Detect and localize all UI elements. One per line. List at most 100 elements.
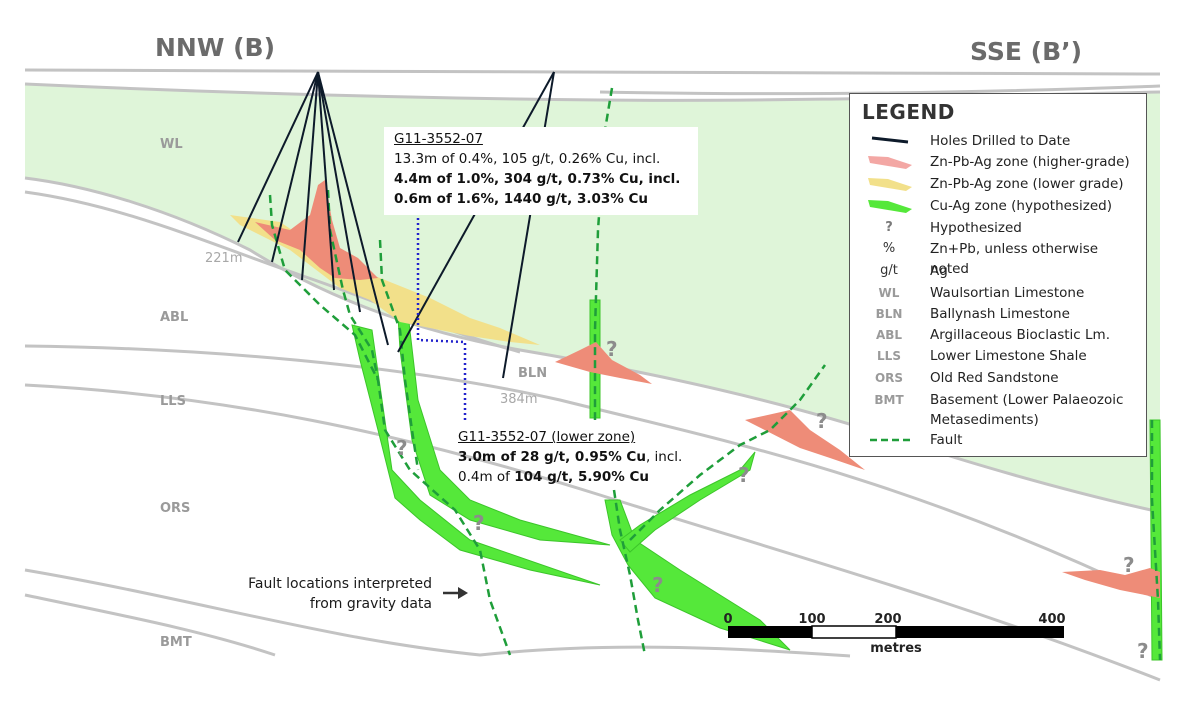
drill-hole (317, 71, 335, 291)
legend-label: Hypothesized (930, 220, 1022, 236)
scale-tick-label: 0 (723, 612, 732, 627)
legend-item-fault: Fault (850, 430, 1146, 450)
legend-item-holes: Holes Drilled to Date (850, 131, 1146, 151)
legend-label: Zn-Pb-Ag zone (higher-grade) (930, 154, 1130, 170)
drill-hole (237, 71, 319, 243)
arrow-right-icon (443, 587, 468, 599)
question-mark-icon: ? (816, 409, 828, 433)
legend-item-ors: ORS Old Red Sandstone (850, 368, 1146, 388)
fault-note-line-2: from gravity data (310, 596, 432, 612)
contact-bmt-base (24, 593, 276, 657)
contact-wl-abl (24, 176, 1161, 514)
fault-line (629, 364, 827, 541)
legend-item-zn-low: Zn-Pb-Ag zone (lower grade) (850, 174, 1146, 194)
callout-line-bold: 0.6m of 1.6%, 1440 g/t, 3.03% Cu (394, 191, 649, 207)
cu-ag-zone (619, 451, 756, 553)
question-mark-icon: ? (473, 511, 485, 535)
legend-item-hypothesized: ? Hypothesized (850, 218, 1146, 238)
legend-symbol: % (882, 241, 896, 256)
cu-ag-zone (1149, 419, 1163, 661)
contact-bln-lls (24, 344, 1161, 602)
legend-item-percent: % Zn+Pb, unless otherwise noted (850, 239, 1146, 277)
zn-pb-ag-zone (255, 180, 378, 280)
drill-hole (502, 71, 555, 379)
cu-ag-zones (351, 299, 1163, 661)
unit-label-lls: LLS (160, 394, 186, 409)
contact-lls-ors (24, 383, 1161, 682)
question-mark-icon: ? (1123, 553, 1135, 577)
legend-symbol: ORS (874, 371, 904, 385)
fault-line (378, 239, 420, 471)
cu-ag-zone (604, 499, 791, 651)
lower-intercept-callout: G11-3552-07 (lower zone) 3.0m of 28 g/t,… (452, 425, 702, 489)
green-zone-swatch-icon (868, 200, 912, 213)
legend-item-zn-high: Zn-Pb-Ag zone (higher-grade) (850, 152, 1146, 172)
fault-note-line-1: Fault locations interpreted (248, 576, 432, 592)
legend-item-wl: WL Waulsortian Limestone (850, 283, 1146, 303)
legend-label: Holes Drilled to Date (930, 133, 1071, 149)
legend-label: Basement (Lower Palaeozoic Metasediments… (930, 392, 1124, 428)
legend-symbol: WL (878, 286, 900, 300)
drill-hole (301, 71, 319, 281)
scale-unit-label: metres (870, 641, 922, 656)
legend-item-bmt: BMT Basement (Lower Palaeozoic Metasedim… (850, 390, 1146, 430)
intercept-survey-line (416, 218, 467, 422)
cu-ag-zone (351, 324, 601, 586)
upper-intercept-callout: G11-3552-07 13.3m of 0.4%, 105 g/t, 0.26… (384, 127, 698, 215)
callout-hole-id: G11-3552-07 (394, 131, 483, 147)
callout-line: , incl. (645, 449, 683, 465)
legend-symbol: ABL (875, 328, 903, 342)
drill-hole-line-icon (871, 136, 909, 144)
unit-label-wl: WL (160, 137, 183, 152)
pink-zone-swatch-icon (868, 156, 912, 169)
legend-symbol: BMT (874, 393, 904, 407)
section-title-nnw: NNW (B) (155, 33, 275, 62)
hypothesized-markers: ? ? ? ? ? ? ? ? (396, 337, 1149, 663)
unit-label-bln: BLN (518, 366, 547, 381)
scale-bar-segment (728, 626, 812, 638)
fault-line (593, 87, 614, 420)
callout-line: 13.3m of 0.4%, 105 g/t, 0.26% Cu, incl. (394, 151, 661, 167)
section-title-sse: SSE (B’) (970, 37, 1082, 66)
scale-tick-label: 200 (874, 612, 901, 627)
fault-line (1150, 420, 1162, 661)
legend-label: Ballynash Limestone (930, 306, 1070, 322)
legend-label: Argillaceous Bioclastic Lm. (930, 327, 1110, 343)
legend: LEGEND Holes Drilled to Date Zn-Pb-Ag zo… (849, 93, 1147, 457)
zn-pb-ag-zone (555, 342, 652, 384)
contact-surface (24, 68, 1161, 76)
drill-hole (271, 71, 319, 263)
fault-dash-line-icon (870, 438, 912, 442)
legend-symbol: BLN (875, 307, 903, 321)
legend-label: Zn+Pb, unless otherwise noted (930, 241, 1099, 277)
callout-hole-id: G11-3552-07 (lower zone) (458, 429, 636, 445)
fault-line (268, 194, 512, 656)
legend-title: LEGEND (862, 100, 955, 124)
drill-hole (317, 71, 361, 313)
cu-ag-zone (396, 299, 611, 546)
legend-label: Fault (930, 432, 963, 448)
legend-symbol: g/t (880, 263, 898, 278)
legend-label: Cu-Ag zone (hypothesized) (930, 198, 1112, 214)
legend-item-lls: LLS Lower Limestone Shale (850, 346, 1146, 366)
hole-depth-label: 221m (205, 251, 242, 266)
contact-upper-grey-2 (599, 84, 1161, 96)
legend-item-abl: ABL Argillaceous Bioclastic Lm. (850, 325, 1146, 345)
contact-ors-bmt (24, 568, 851, 658)
scale-bar-segment (896, 626, 1064, 638)
legend-item-gt: g/t Ag (850, 261, 1146, 281)
legend-label: Lower Limestone Shale (930, 348, 1087, 364)
legend-item-cu-ag: Cu-Ag zone (hypothesized) (850, 196, 1146, 216)
legend-symbol: LLS (877, 349, 901, 363)
question-mark-icon: ? (738, 463, 750, 487)
drill-hole (317, 71, 389, 346)
legend-label: Zn-Pb-Ag zone (lower grade) (930, 176, 1124, 192)
fault-line (612, 489, 647, 656)
scale-tick-label: 100 (798, 612, 825, 627)
callout-line-bold: 4.4m of 1.0%, 304 g/t, 0.73% Cu, incl. (394, 171, 681, 187)
question-mark-icon: ? (652, 573, 664, 597)
question-mark-icon: ? (1137, 639, 1149, 663)
scale-bar: 0 100 200 400 metres (723, 612, 1065, 656)
hole-depth-label: 384m (500, 392, 537, 407)
question-mark-icon: ? (606, 337, 618, 361)
